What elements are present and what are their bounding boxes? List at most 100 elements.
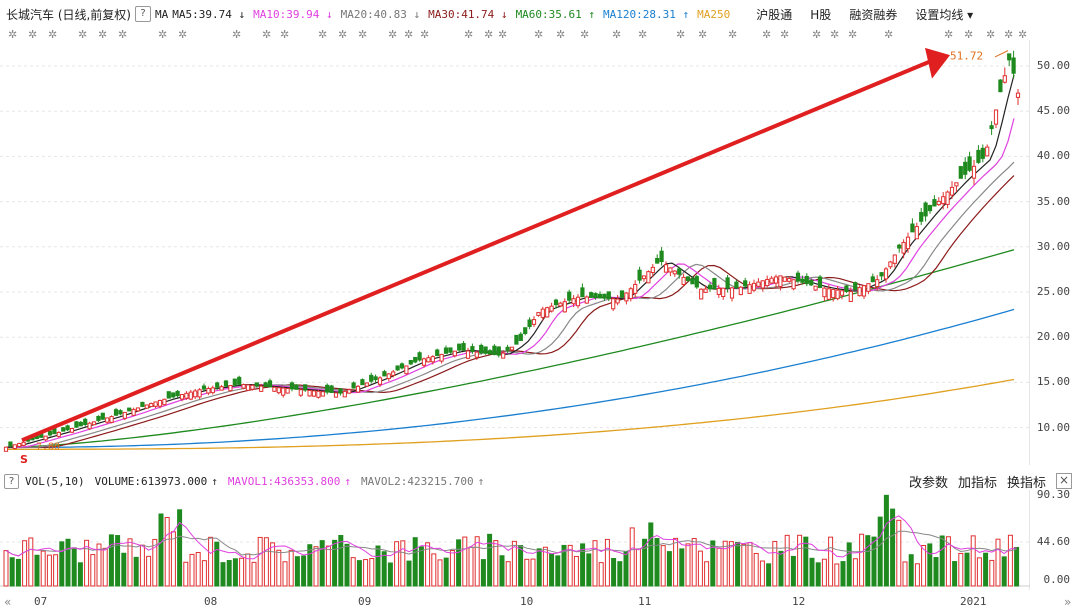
- price-chart[interactable]: 51.72 7.80 S: [0, 40, 1030, 465]
- switch-indicator-button[interactable]: 换指标: [1006, 475, 1046, 491]
- volume-bar: [666, 551, 672, 587]
- candle-body: [355, 385, 361, 393]
- event-marker-icon[interactable]: ✲: [812, 28, 823, 41]
- header-menu-item-1[interactable]: H股: [810, 7, 832, 22]
- event-marker-icon[interactable]: ✲: [698, 28, 709, 41]
- candle-body: [435, 349, 440, 357]
- event-marker-icon[interactable]: ✲: [78, 28, 89, 41]
- candle-body: [8, 441, 13, 447]
- event-marker-icon[interactable]: ✲: [498, 28, 509, 41]
- volume-bar: [927, 543, 933, 587]
- candle-body: [96, 415, 101, 422]
- volume-bar: [592, 540, 598, 587]
- event-marker-icon[interactable]: ✲: [98, 28, 109, 41]
- candle-body: [800, 278, 805, 283]
- volume-bar: [400, 540, 406, 587]
- volume-bar: [766, 563, 772, 587]
- event-marker-icon[interactable]: ✲: [280, 28, 291, 41]
- volume-bar: [1014, 546, 1020, 587]
- volume-bar: [487, 533, 493, 587]
- event-marker-icon[interactable]: ✲: [318, 28, 329, 41]
- event-marker-icon[interactable]: ✲: [728, 28, 739, 41]
- volume-bar: [598, 562, 604, 587]
- event-marker-icon[interactable]: ✲: [420, 28, 431, 41]
- event-marker-icon[interactable]: ✲: [848, 28, 859, 41]
- candle-body: [540, 308, 545, 318]
- volume-bar: [784, 534, 790, 587]
- volume-bar: [127, 538, 133, 587]
- event-marker-icon[interactable]: ✲: [404, 28, 415, 41]
- event-marker-icon[interactable]: ✲: [986, 28, 997, 41]
- candle-body: [523, 327, 528, 334]
- header-menu-item-2[interactable]: 融资融券: [849, 7, 898, 22]
- ma10-line: [6, 118, 1015, 448]
- event-marker-icon[interactable]: ✲: [158, 28, 169, 41]
- candle-body: [118, 410, 123, 415]
- event-marker-icon[interactable]: ✲: [464, 28, 475, 41]
- header-menu-item-0[interactable]: 沪股通: [756, 7, 793, 22]
- event-marker-icon[interactable]: ✲: [28, 28, 39, 41]
- event-marker-icon[interactable]: ✲: [48, 28, 59, 41]
- candle-body: [545, 307, 550, 318]
- event-marker-icon[interactable]: ✲: [884, 28, 895, 41]
- volume-bar: [226, 560, 232, 587]
- volume-bar: [449, 549, 455, 587]
- candle-body: [690, 278, 695, 285]
- event-marker-icon[interactable]: ✲: [944, 28, 955, 41]
- event-marker-icon[interactable]: ✲: [118, 28, 129, 41]
- candle-body: [386, 373, 391, 379]
- mavol1-line: [5, 515, 1017, 560]
- event-marker-icon[interactable]: ✲: [964, 28, 975, 41]
- scroll-right-button[interactable]: »: [1064, 595, 1072, 609]
- event-marker-icon[interactable]: ✲: [358, 28, 369, 41]
- candle-body: [470, 346, 475, 353]
- volume-bar: [871, 536, 877, 587]
- event-marker-icon[interactable]: ✲: [388, 28, 399, 41]
- volume-bar: [369, 558, 375, 587]
- volume-bar: [580, 543, 586, 587]
- volume-help-icon[interactable]: ?: [4, 473, 19, 489]
- event-marker-icon[interactable]: ✲: [612, 28, 623, 41]
- event-marker-icon[interactable]: ✲: [780, 28, 791, 41]
- candle-body: [342, 390, 347, 398]
- event-marker-icon[interactable]: ✲: [556, 28, 567, 41]
- event-marker-icon[interactable]: ✲: [262, 28, 273, 41]
- mavol1-arrow: ↑: [344, 474, 352, 488]
- candle-body: [879, 272, 884, 277]
- event-marker-icon[interactable]: ✲: [484, 28, 495, 41]
- candle-body: [848, 291, 853, 303]
- scroll-left-button[interactable]: «: [4, 595, 12, 609]
- event-marker-icon[interactable]: ✲: [8, 28, 19, 41]
- volume-bar: [22, 540, 28, 587]
- add-indicator-button[interactable]: 加指标: [957, 475, 997, 491]
- event-marker-icon[interactable]: ✲: [638, 28, 649, 41]
- volume-bar: [896, 519, 902, 587]
- help-icon[interactable]: ?: [135, 6, 151, 22]
- header-menu-item-3[interactable]: 设置均线 ▾: [915, 7, 974, 22]
- high-price-pointer: [994, 50, 1009, 58]
- close-icon[interactable]: ×: [1056, 473, 1072, 489]
- event-marker-icon[interactable]: ✲: [178, 28, 189, 41]
- event-marker-icon[interactable]: ✲: [534, 28, 545, 41]
- candle-body: [870, 276, 875, 283]
- candle-body: [87, 422, 92, 430]
- candle-body: [377, 377, 383, 385]
- event-marker-icon[interactable]: ✲: [232, 28, 243, 41]
- candle-body: [263, 382, 268, 388]
- event-marker-icon[interactable]: ✲: [338, 28, 349, 41]
- volume-bar: [263, 537, 269, 587]
- event-marker-icon[interactable]: ✲: [1018, 28, 1029, 41]
- candle-body: [765, 278, 770, 287]
- event-marker-icon[interactable]: ✲: [580, 28, 591, 41]
- edit-params-button[interactable]: 改参数: [908, 475, 948, 491]
- candle-body: [65, 425, 70, 431]
- event-marker-icon[interactable]: ✲: [676, 28, 687, 41]
- candle-body: [672, 270, 677, 275]
- candle-body: [980, 147, 985, 159]
- candle-body: [835, 289, 840, 300]
- event-marker-icon[interactable]: ✲: [762, 28, 773, 41]
- event-marker-icon[interactable]: ✲: [830, 28, 841, 41]
- candle-body: [866, 283, 871, 292]
- volume-chart[interactable]: [0, 490, 1030, 590]
- event-marker-icon[interactable]: ✲: [1004, 28, 1015, 41]
